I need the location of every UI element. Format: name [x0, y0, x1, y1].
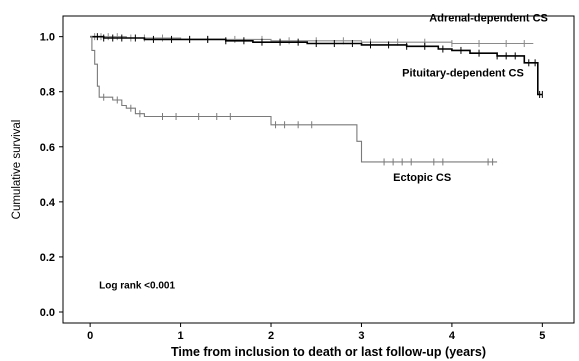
- y-tick-label: 0.6: [40, 142, 55, 154]
- y-tick-label: 0.0: [40, 307, 55, 319]
- series-label: Pituitary-dependent CS: [402, 68, 524, 80]
- series-label: Ectopic CS: [393, 172, 451, 184]
- x-tick-label: 1: [178, 330, 184, 342]
- y-tick-label: 0.2: [40, 252, 55, 264]
- survival-curve: [90, 36, 498, 163]
- series-3: [90, 36, 498, 166]
- x-tick-label: 4: [449, 330, 456, 342]
- x-axis-title: Time from inclusion to death or last fol…: [171, 345, 486, 359]
- x-tick-label: 3: [358, 330, 364, 342]
- y-tick-label: 1.0: [40, 32, 55, 44]
- y-tick-label: 0.4: [40, 197, 56, 209]
- y-axis-title: Cumulative survival: [11, 120, 23, 220]
- log-rank-annotation: Log rank <0.001: [99, 281, 175, 292]
- series-layer: [90, 33, 543, 166]
- y-tick-label: 0.8: [40, 87, 55, 99]
- plot-frame: [62, 15, 575, 324]
- x-tick-label: 0: [87, 330, 93, 342]
- y-axis-ticks: 0.0 0.2 0.4 0.6 0.8 1.0: [40, 32, 63, 319]
- series-2: [90, 33, 543, 98]
- x-tick-label: 5: [539, 330, 545, 342]
- series-labels: Adrenal-dependent CS Pituitary-dependent …: [393, 13, 548, 185]
- series-label: Adrenal-dependent CS: [429, 13, 548, 25]
- plot-border: [62, 15, 575, 324]
- x-axis-ticks: 0 1 2 3 4 5: [87, 323, 545, 342]
- x-tick-label: 2: [268, 330, 274, 342]
